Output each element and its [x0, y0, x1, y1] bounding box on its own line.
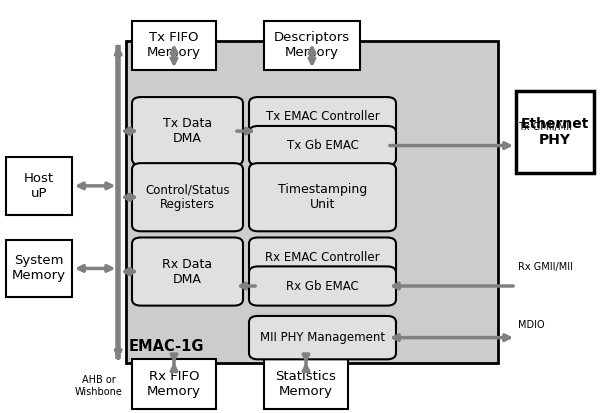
FancyBboxPatch shape [249, 126, 396, 165]
Text: Descriptors
Memory: Descriptors Memory [274, 31, 350, 59]
Bar [264, 21, 360, 70]
Text: Rx Gb EMAC: Rx Gb EMAC [286, 280, 359, 292]
Text: Rx FIFO
Memory: Rx FIFO Memory [147, 370, 201, 398]
Bar [264, 359, 348, 409]
Bar [516, 91, 594, 173]
FancyBboxPatch shape [249, 97, 396, 136]
FancyBboxPatch shape [132, 237, 243, 306]
Text: Tx FIFO
Memory: Tx FIFO Memory [147, 31, 201, 59]
Text: System
Memory: System Memory [12, 254, 66, 282]
Text: Statistics
Memory: Statistics Memory [275, 370, 337, 398]
Text: Rx GMII/MII: Rx GMII/MII [518, 262, 573, 273]
FancyBboxPatch shape [249, 316, 396, 359]
Text: Rx Data
DMA: Rx Data DMA [163, 258, 212, 285]
Text: MDIO: MDIO [518, 320, 544, 330]
Bar [6, 157, 72, 215]
Text: Tx Gb EMAC: Tx Gb EMAC [287, 139, 358, 152]
FancyBboxPatch shape [249, 266, 396, 306]
Text: Host
uP: Host uP [24, 172, 54, 200]
FancyBboxPatch shape [249, 163, 396, 231]
FancyBboxPatch shape [249, 237, 396, 277]
Text: Tx EMAC Controller: Tx EMAC Controller [266, 110, 379, 123]
FancyBboxPatch shape [132, 163, 243, 231]
Text: Rx EMAC Controller: Rx EMAC Controller [265, 251, 380, 263]
Text: Control/Status
Registers: Control/Status Registers [145, 183, 230, 211]
Text: Timestamping
Unit: Timestamping Unit [278, 183, 367, 211]
Text: MII PHY Management: MII PHY Management [260, 331, 385, 344]
Bar [132, 21, 216, 70]
Bar [126, 41, 498, 363]
Text: Tx Data
DMA: Tx Data DMA [163, 117, 212, 145]
Text: Ethernet
PHY: Ethernet PHY [521, 117, 589, 147]
FancyBboxPatch shape [132, 97, 243, 165]
Bar [132, 359, 216, 409]
Text: AHB or
Wishbone: AHB or Wishbone [75, 375, 123, 397]
Text: Tx GMII/MII: Tx GMII/MII [518, 122, 572, 132]
Text: EMAC-1G: EMAC-1G [129, 339, 205, 354]
Bar [6, 240, 72, 297]
